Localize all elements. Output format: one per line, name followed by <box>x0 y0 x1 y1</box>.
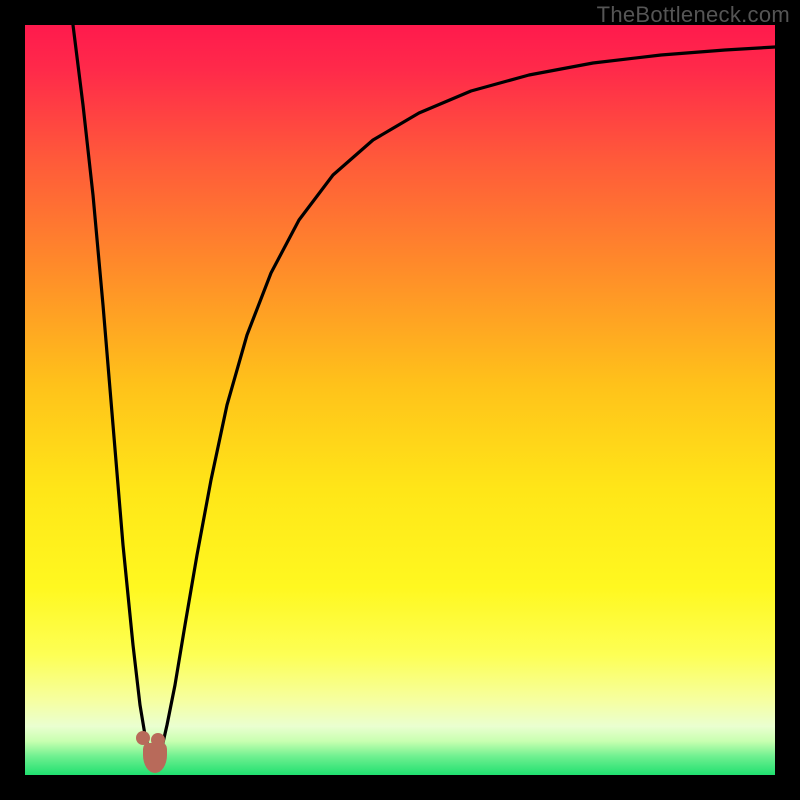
plot-area <box>25 25 775 775</box>
curve-path <box>73 25 775 761</box>
watermark-label: TheBottleneck.com <box>597 2 790 28</box>
bottleneck-curve <box>25 25 775 775</box>
figure-container: TheBottleneck.com <box>0 0 800 800</box>
dip-marker-dot <box>136 731 150 745</box>
dip-marker-dot <box>151 733 165 747</box>
